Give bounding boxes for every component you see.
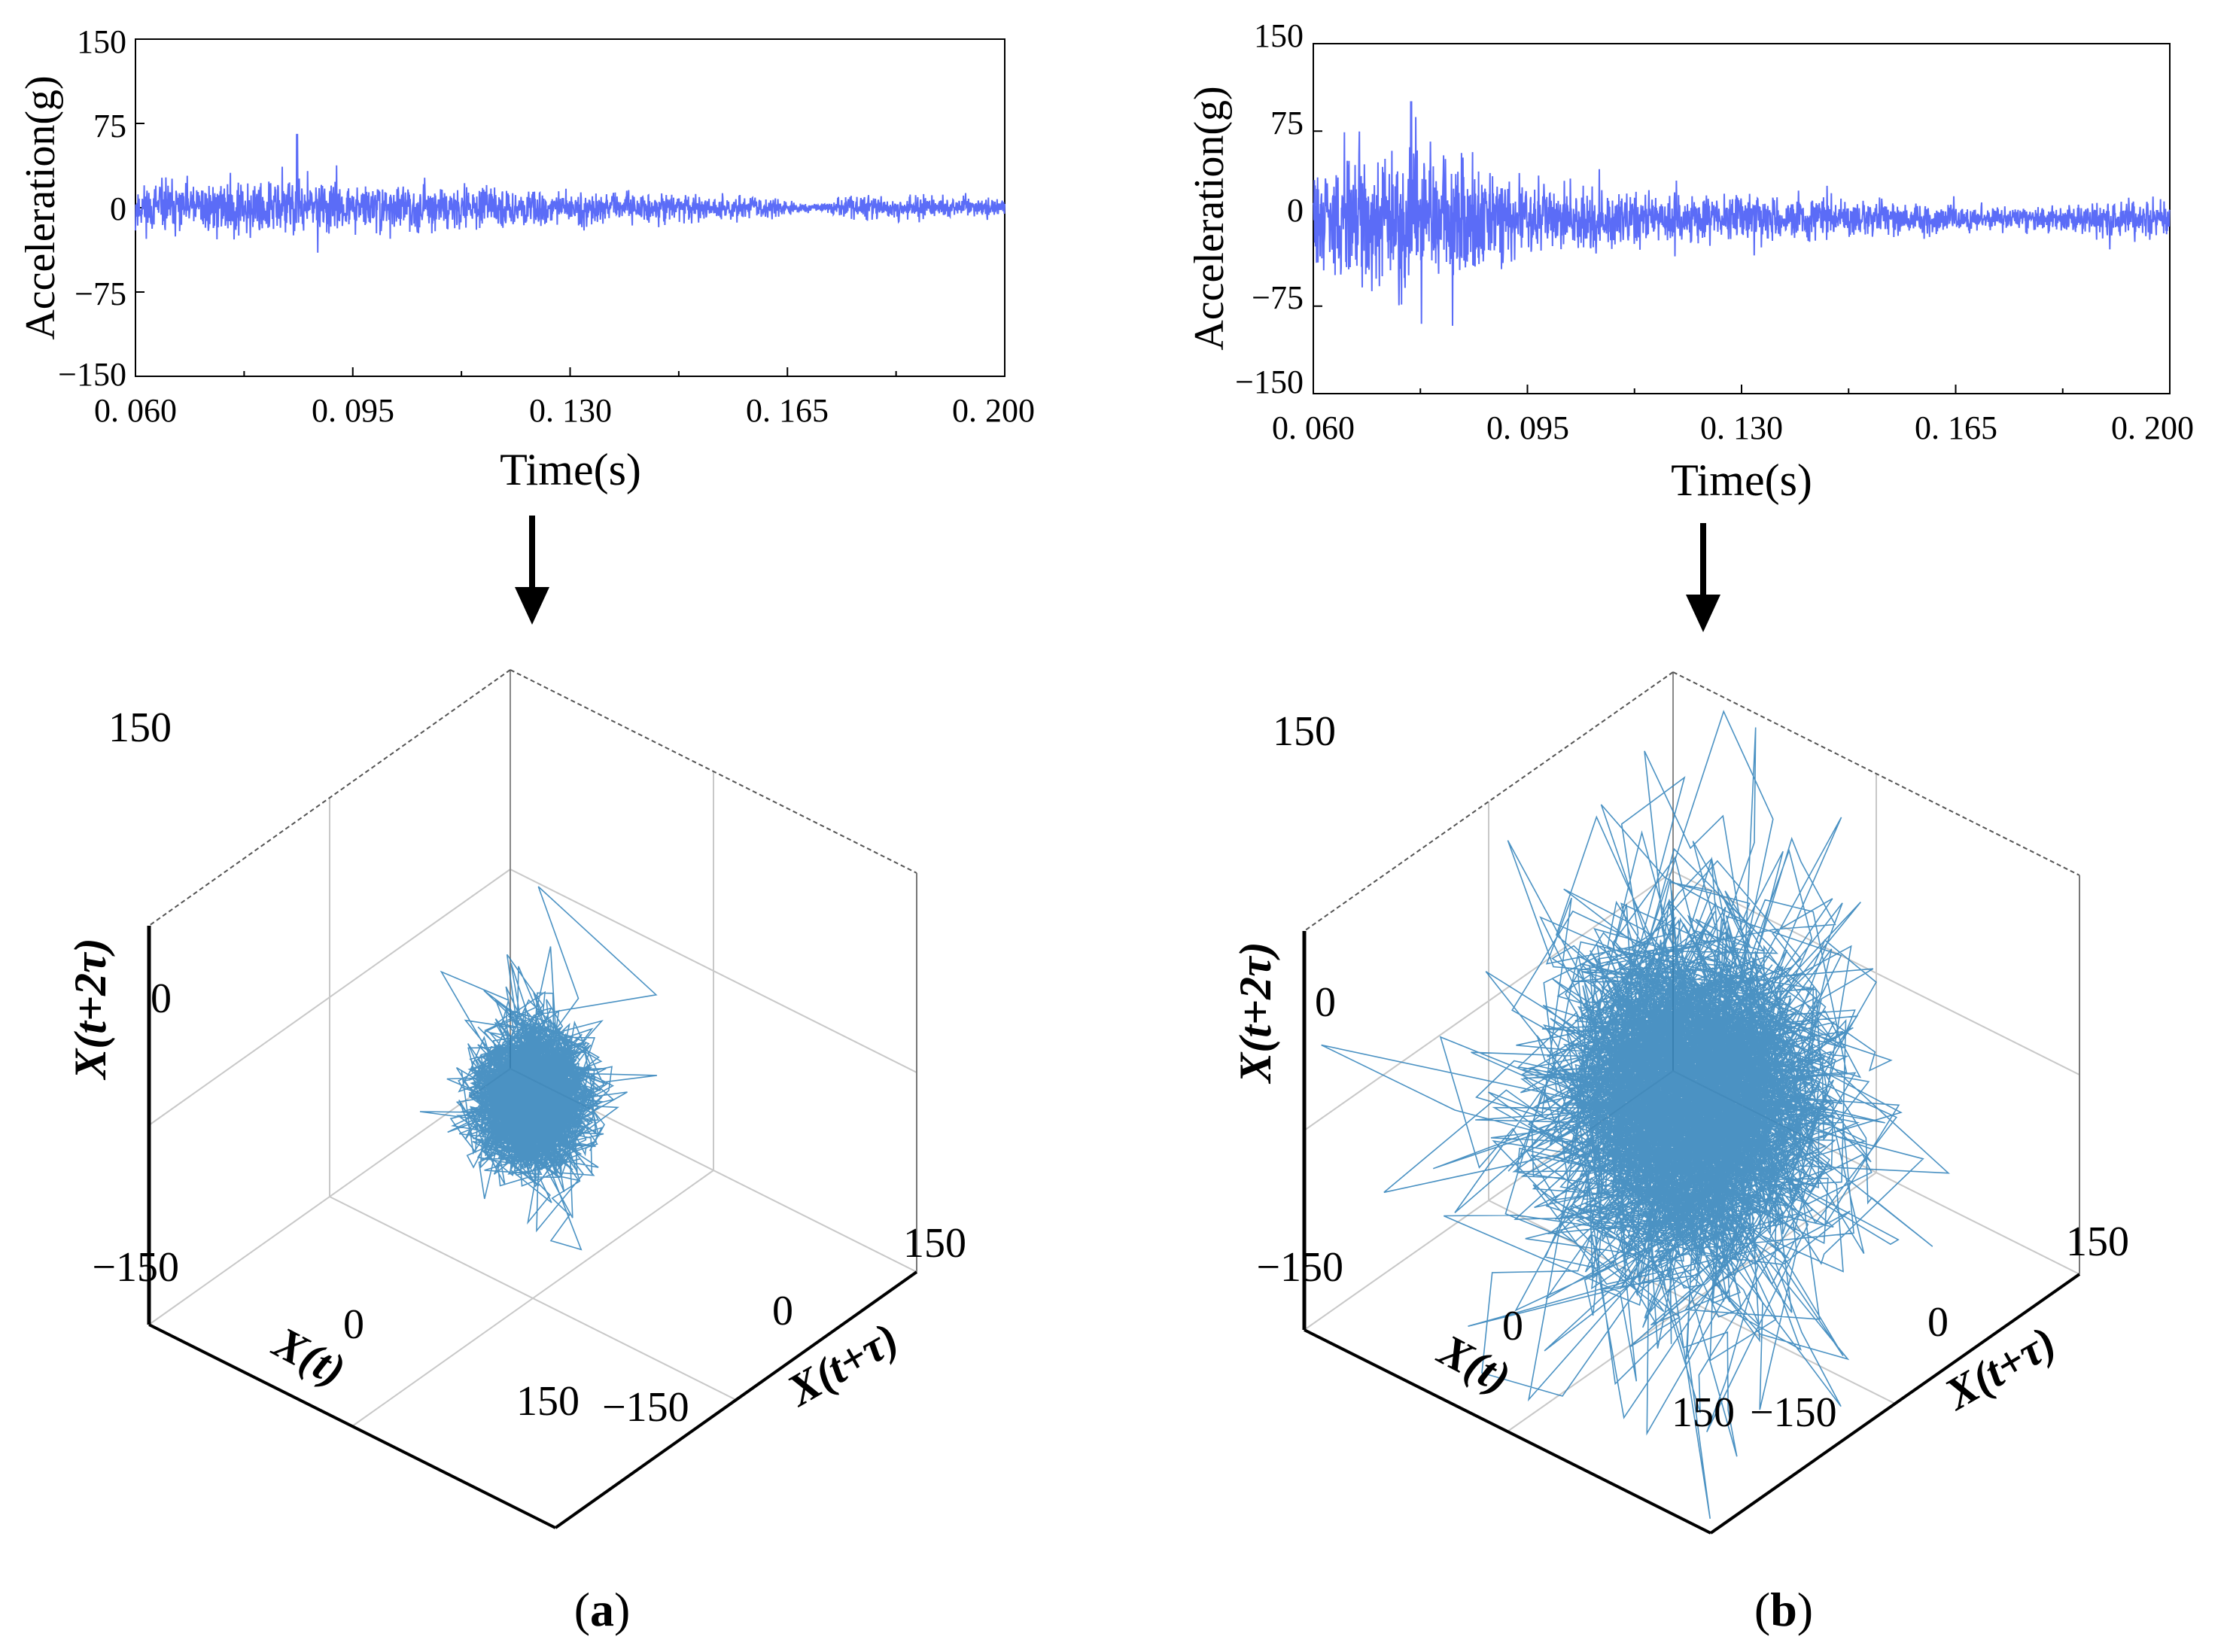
phase-space-plot-a: 150 0 −150 0 150 −150 0 150 X(t+2τ) X(t)…	[65, 669, 966, 1529]
x-tick-label: 0. 200	[2111, 409, 2194, 446]
y-axis-label: X(t+τ)	[778, 1313, 907, 1416]
box-edge	[148, 669, 511, 926]
x-tick-label: 0. 130	[1700, 409, 1783, 446]
x-tick-label: 0. 095	[1486, 409, 1569, 446]
x-tick-label: 0. 060	[1272, 409, 1355, 446]
z-axis-label: X(t+2τ)	[1231, 942, 1280, 1084]
caption-close: )	[1797, 1583, 1813, 1636]
x-tick-label: 0. 130	[529, 392, 612, 429]
x-axis-label: Time(s)	[1671, 455, 1812, 505]
x-tick-label: 0. 200	[952, 392, 1035, 429]
x-tick-label: 150	[516, 1378, 580, 1425]
y-axis-label: X(t+τ)	[1936, 1317, 2064, 1420]
grid-line	[329, 1196, 737, 1401]
x-tick-label: 0. 165	[1915, 409, 1997, 446]
acceleration-series-a	[135, 133, 1005, 253]
y-tick-label: −150	[58, 356, 126, 393]
caption-open: (	[1754, 1583, 1770, 1636]
y-tick-label: 150	[903, 1220, 966, 1267]
box-edge	[1672, 671, 2080, 876]
caption-letter: b	[1770, 1583, 1797, 1636]
y-tick-label: −75	[75, 275, 126, 312]
down-arrow-icon	[1686, 523, 1720, 632]
panel-caption-b: (b)	[1754, 1583, 1813, 1636]
y-tick-label: 0	[772, 1288, 793, 1334]
caption-open: (	[574, 1583, 590, 1636]
y-tick-label: −150	[602, 1384, 689, 1431]
caption-letter: a	[590, 1583, 614, 1636]
phase-trajectory-b	[1321, 710, 1950, 1520]
x-tick-label: 0. 095	[312, 392, 394, 429]
phase-trajectory-a	[419, 886, 658, 1251]
x-axis-label: Time(s)	[500, 445, 641, 494]
y-tick-label: 0	[1287, 192, 1304, 229]
time-series-chart-b: 150 75 0 −75 −150 0. 060 0. 095 0. 130 0…	[1186, 17, 2194, 505]
box-edge	[510, 669, 917, 874]
y-axis-label: Acceleration(g)	[17, 75, 64, 339]
y-tick-label: 0	[1927, 1299, 1949, 1346]
y-axis-line	[554, 1270, 918, 1529]
x-tick-label: 0. 060	[94, 392, 177, 429]
z-tick-label: 150	[108, 704, 172, 751]
acceleration-series-b	[1313, 101, 2171, 326]
y-tick-label: 75	[1270, 105, 1304, 141]
y-tick-label: 150	[1254, 17, 1304, 54]
panel-caption-a: (a)	[574, 1583, 631, 1636]
y-tick-label: 150	[77, 23, 126, 60]
x-axis-line	[1304, 1328, 1711, 1535]
x-axis-label: X(t)	[264, 1317, 353, 1396]
x-tick-label: 0. 165	[746, 392, 829, 429]
y-tick-label: 150	[2066, 1218, 2129, 1265]
x-tick-label: −150	[92, 1244, 179, 1291]
x-tick-label: −150	[1256, 1244, 1343, 1291]
x-tick-label: 150	[1672, 1389, 1735, 1436]
phase-space-plot-b: 150 0 −150 0 150 −150 0 150 X(t+2τ) X(t)…	[1231, 671, 2129, 1535]
y-tick-label: −150	[1235, 364, 1304, 400]
x-tick-label: 0	[343, 1301, 364, 1348]
y-tick-label: 0	[110, 190, 126, 227]
z-tick-label: 0	[151, 975, 172, 1022]
box-edge	[148, 1068, 511, 1325]
z-tick-label: 150	[1273, 708, 1336, 755]
time-series-chart-a: 150 75 0 −75 −150 0. 060 0. 095 0. 130 0…	[17, 23, 1035, 494]
y-tick-label: 75	[93, 108, 126, 145]
down-arrow-icon	[515, 516, 549, 625]
axis-ticks	[1313, 43, 2171, 394]
caption-close: )	[614, 1583, 630, 1636]
3d-axes-box	[147, 669, 918, 1529]
x-axis-line	[148, 1323, 556, 1529]
x-tick-label: 0	[1502, 1303, 1523, 1349]
y-axis-line	[1709, 1273, 2081, 1535]
y-tick-label: −75	[1252, 279, 1304, 316]
y-tick-label: −150	[1750, 1389, 1837, 1436]
z-axis-label: X(t+2τ)	[65, 938, 115, 1080]
y-axis-label: Acceleration(g)	[1186, 86, 1233, 350]
z-tick-label: 0	[1315, 979, 1336, 1026]
